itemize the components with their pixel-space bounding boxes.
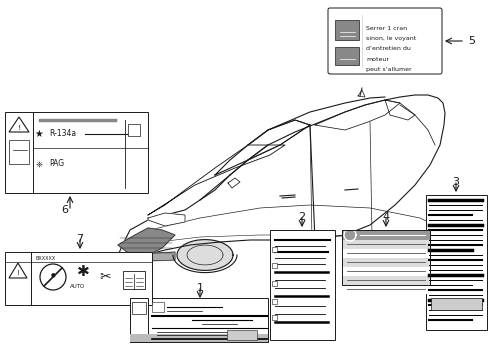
- Text: ❈: ❈: [36, 159, 42, 168]
- Text: ●: ●: [51, 273, 55, 278]
- Bar: [341, 249, 429, 258]
- Bar: [341, 240, 429, 249]
- Bar: [226, 330, 257, 340]
- Bar: [152, 302, 163, 312]
- Bar: [341, 276, 429, 285]
- Bar: [123, 271, 145, 289]
- Bar: [341, 230, 429, 240]
- Text: BXXXXX: BXXXXX: [35, 256, 55, 261]
- Bar: [334, 20, 358, 40]
- Text: 6: 6: [61, 205, 68, 215]
- Bar: [130, 334, 267, 342]
- Text: 4: 4: [382, 212, 389, 222]
- Bar: [271, 281, 276, 286]
- Bar: [425, 195, 486, 330]
- Bar: [341, 285, 429, 294]
- Text: 5: 5: [467, 36, 474, 46]
- Text: !: !: [17, 270, 20, 276]
- Text: PAG: PAG: [49, 159, 64, 168]
- Text: ✱: ✱: [77, 265, 89, 279]
- Text: ★: ★: [35, 129, 43, 139]
- Bar: [9, 140, 29, 164]
- Bar: [334, 47, 358, 65]
- Bar: [271, 263, 276, 268]
- Bar: [128, 124, 140, 136]
- Bar: [271, 247, 276, 252]
- Bar: [5, 252, 152, 305]
- Bar: [430, 298, 481, 310]
- Bar: [132, 302, 146, 314]
- Bar: [341, 230, 429, 285]
- Bar: [269, 230, 334, 340]
- Text: Serrer 1 cran: Serrer 1 cran: [365, 26, 407, 31]
- Text: !: !: [18, 125, 20, 131]
- Polygon shape: [247, 120, 309, 160]
- Text: moteur: moteur: [365, 57, 388, 62]
- Text: 3: 3: [451, 177, 459, 187]
- Bar: [130, 298, 267, 342]
- Bar: [341, 230, 429, 285]
- Text: d’entretien du: d’entretien du: [365, 46, 410, 51]
- Text: 1: 1: [196, 283, 203, 293]
- Polygon shape: [384, 100, 414, 120]
- Polygon shape: [118, 228, 175, 258]
- Polygon shape: [118, 252, 175, 262]
- Bar: [5, 112, 148, 193]
- Ellipse shape: [359, 231, 419, 265]
- Text: peut s’allumer: peut s’allumer: [365, 68, 411, 72]
- Bar: [271, 315, 276, 320]
- Text: AUTO: AUTO: [70, 284, 85, 288]
- Polygon shape: [148, 213, 184, 226]
- Text: ✂: ✂: [99, 270, 111, 284]
- Bar: [341, 267, 429, 276]
- Text: R-134a: R-134a: [49, 130, 76, 139]
- Polygon shape: [314, 100, 399, 130]
- Text: sinon, le voyant: sinon, le voyant: [365, 36, 415, 41]
- Bar: [271, 299, 276, 304]
- Bar: [130, 298, 148, 342]
- FancyBboxPatch shape: [327, 8, 441, 74]
- Text: 7: 7: [76, 234, 83, 244]
- Bar: [341, 258, 429, 267]
- Text: 2: 2: [298, 212, 305, 222]
- Ellipse shape: [177, 240, 232, 270]
